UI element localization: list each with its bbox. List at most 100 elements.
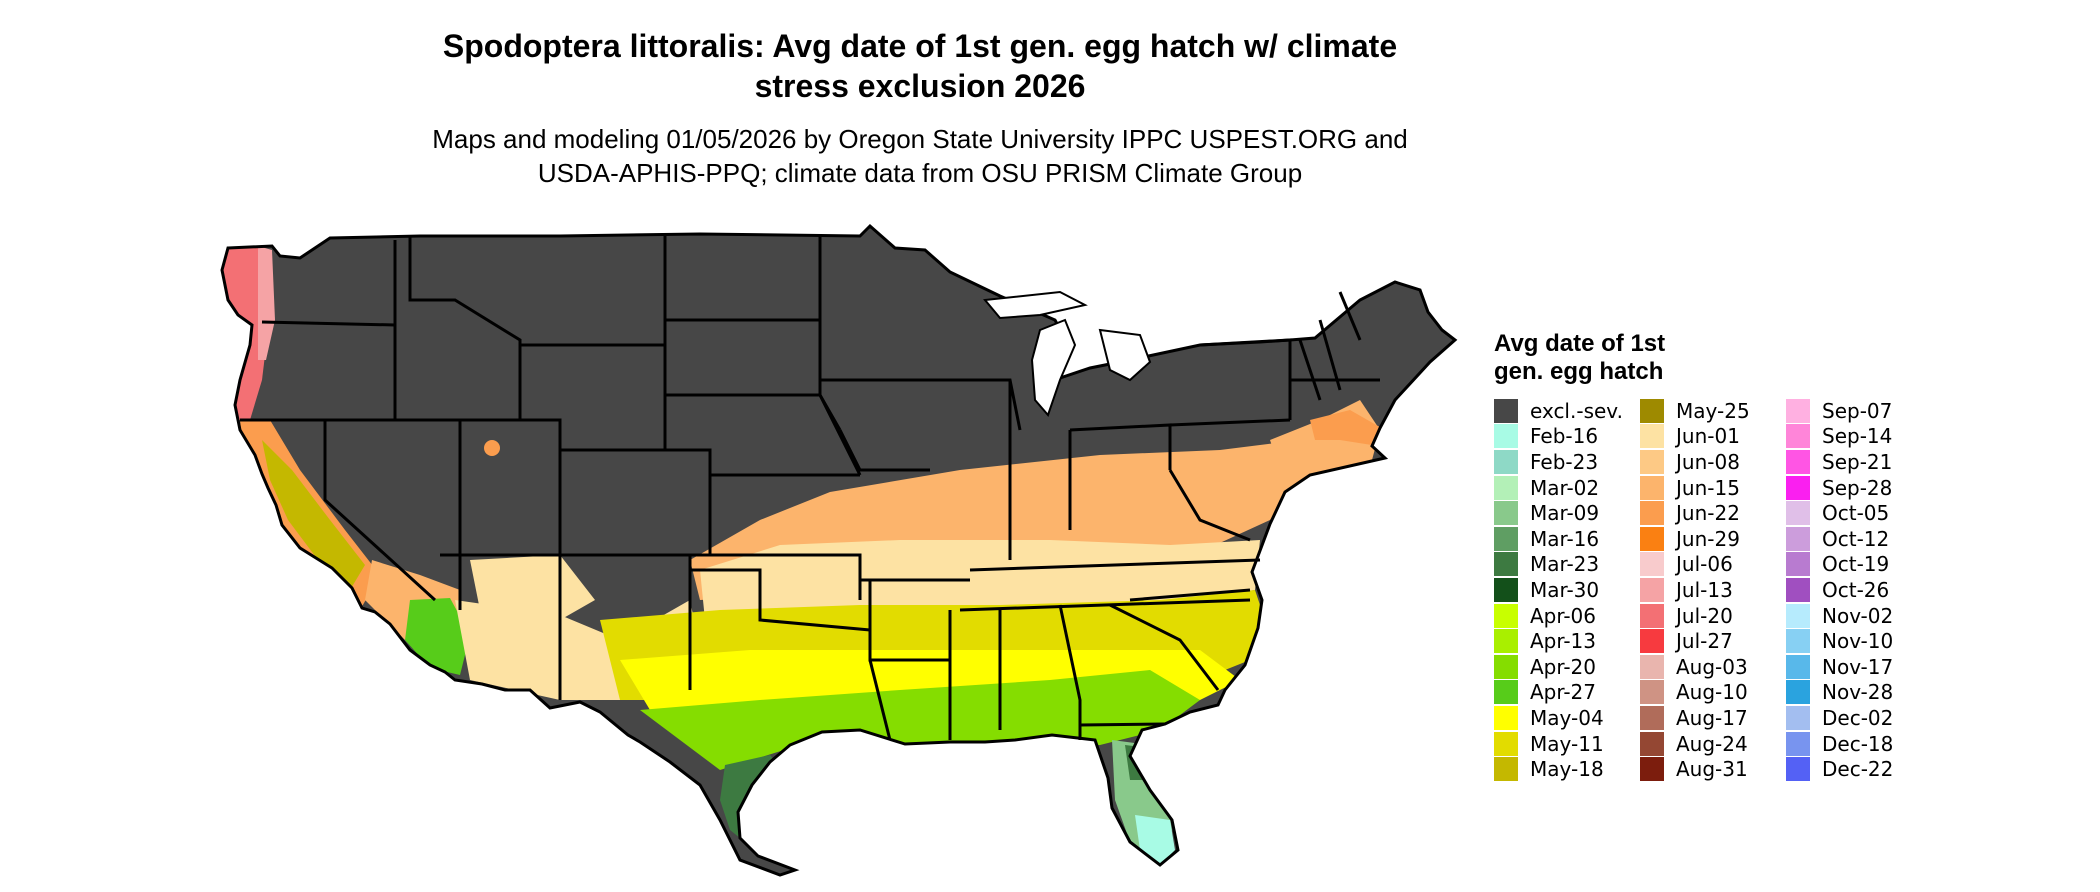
legend-swatch xyxy=(1786,424,1810,449)
legend-swatch xyxy=(1640,603,1664,628)
legend-label: Jun-15 xyxy=(1676,475,1740,500)
legend-label: Jun-22 xyxy=(1676,501,1740,526)
legend-swatch xyxy=(1640,680,1664,705)
legend-title-line-2: gen. egg hatch xyxy=(1494,358,1664,385)
wa-or-border xyxy=(261,320,396,327)
map-subtitle-line-2: USDA-APHIS-PPQ; climate data from OSU PR… xyxy=(537,158,1303,188)
legend-label: Mar-23 xyxy=(1530,552,1600,577)
legend-swatch xyxy=(1786,526,1810,551)
legend-label: Feb-16 xyxy=(1530,424,1599,449)
ga-fl-border xyxy=(1079,722,1166,727)
map-subtitle-line-1: Maps and modeling 01/05/2026 by Oregon S… xyxy=(432,124,1408,154)
map-title-line-1: Spodoptera littoralis: Avg date of 1st g… xyxy=(442,28,1398,64)
legend-label: Aug-17 xyxy=(1676,705,1748,730)
legend-swatch xyxy=(1494,424,1518,449)
lake-superior xyxy=(983,290,1088,320)
central-valley-zone xyxy=(262,440,365,590)
map-legend: Avg date of 1st gen. egg hatch excl.-sev… xyxy=(1494,330,1932,782)
legend-swatch xyxy=(1494,731,1518,756)
legend-label: excl.-sev. xyxy=(1530,398,1623,423)
legend-item: Oct-26 xyxy=(1786,577,1932,603)
la-tx-border xyxy=(868,659,892,741)
legend-item: Sep-07 xyxy=(1786,398,1932,424)
legend-swatch xyxy=(1494,705,1518,730)
lake-huron xyxy=(1098,328,1152,382)
legend-label: Apr-20 xyxy=(1530,654,1596,679)
legend-label: Aug-10 xyxy=(1676,680,1748,705)
legend-label: Apr-27 xyxy=(1530,680,1596,705)
legend-item: Aug-24 xyxy=(1640,731,1786,757)
mo-ar-border xyxy=(858,555,970,582)
legend-label: Oct-19 xyxy=(1822,552,1890,577)
legend-item: Oct-12 xyxy=(1786,526,1932,552)
desert-southwest-zone xyxy=(405,598,470,675)
legend-item: excl.-sev. xyxy=(1494,398,1640,424)
legend-swatch xyxy=(1640,398,1664,423)
legend-swatch xyxy=(1494,398,1518,423)
arizona-plateau-zone xyxy=(470,555,595,620)
map-subtitle: Maps and modeling 01/05/2026 by Oregon S… xyxy=(250,122,1590,190)
legend-label: Mar-02 xyxy=(1530,475,1600,500)
legend-label: Jul-13 xyxy=(1676,577,1733,602)
legend-swatch xyxy=(1640,501,1664,526)
legend-item: Jun-08 xyxy=(1640,449,1786,475)
legend-column: Sep-07 Sep-14 Sep-21 Sep-28 Oct-05 Oct-12 Oct-… xyxy=(1786,398,1932,782)
legend-item: Jul-27 xyxy=(1640,628,1786,654)
legend-label: Sep-07 xyxy=(1822,398,1893,423)
legend-label: Feb-23 xyxy=(1530,449,1599,474)
legend-item: Apr-06 xyxy=(1494,603,1640,629)
legend-label: Oct-26 xyxy=(1822,577,1890,602)
state-boundaries xyxy=(220,223,1458,877)
legend-label: Apr-13 xyxy=(1530,629,1596,654)
legend-swatch xyxy=(1640,705,1664,730)
legend-item: Mar-16 xyxy=(1494,526,1640,552)
legend-swatch xyxy=(1786,731,1810,756)
al-ga-border xyxy=(1058,604,1082,740)
legend-swatch xyxy=(1786,475,1810,500)
legend-item: May-25 xyxy=(1640,398,1786,424)
great-lakes xyxy=(983,290,1152,417)
legend-item: Nov-10 xyxy=(1786,628,1932,654)
legend-item: Feb-16 xyxy=(1494,424,1640,450)
pacific-coast-inner-band xyxy=(258,246,275,360)
nh-me-border xyxy=(1338,291,1362,341)
legend-item: Aug-10 xyxy=(1640,680,1786,706)
ia-mo-border xyxy=(838,429,930,472)
legend-swatch xyxy=(1786,501,1810,526)
legend-swatch xyxy=(1494,680,1518,705)
legend-label: Nov-17 xyxy=(1822,654,1894,679)
ga-sc-border xyxy=(1109,603,1220,691)
legend-label: Nov-28 xyxy=(1822,680,1894,705)
legend-label: May-04 xyxy=(1530,705,1604,730)
legend-item: Feb-23 xyxy=(1494,449,1640,475)
legend-swatch xyxy=(1640,552,1664,577)
legend-item: Nov-02 xyxy=(1786,603,1932,629)
id-mt-border xyxy=(408,236,522,420)
ny-vt-border xyxy=(1199,338,1292,420)
legend-swatch xyxy=(1786,552,1810,577)
legend-item: Aug-03 xyxy=(1640,654,1786,680)
legend-label: May-25 xyxy=(1676,398,1750,423)
map-title: Spodoptera littoralis: Avg date of 1st g… xyxy=(250,26,1590,106)
legend-label: Oct-05 xyxy=(1822,501,1890,526)
legend-label: May-11 xyxy=(1530,731,1604,756)
new-england-border-1 xyxy=(1298,339,1322,401)
legend-item: Jun-22 xyxy=(1640,500,1786,526)
legend-swatch xyxy=(1640,449,1664,474)
legend-item: Dec-22 xyxy=(1786,756,1932,782)
legend-swatch xyxy=(1494,629,1518,654)
legend-item: Dec-18 xyxy=(1786,731,1932,757)
legend-swatch xyxy=(1640,629,1664,654)
legend-swatch xyxy=(1640,757,1664,782)
us-map xyxy=(220,223,1458,877)
legend-label: Aug-24 xyxy=(1676,731,1748,756)
legend-item: Oct-19 xyxy=(1786,552,1932,578)
legend-swatch xyxy=(1640,424,1664,449)
legend-swatch xyxy=(1494,603,1518,628)
wy-co-border xyxy=(520,343,712,557)
legend-title: Avg date of 1st gen. egg hatch xyxy=(1494,330,1932,386)
legend-item: Apr-27 xyxy=(1494,680,1640,706)
legend-swatch xyxy=(1786,757,1810,782)
legend-item: May-04 xyxy=(1494,705,1640,731)
legend-item: Apr-20 xyxy=(1494,654,1640,680)
